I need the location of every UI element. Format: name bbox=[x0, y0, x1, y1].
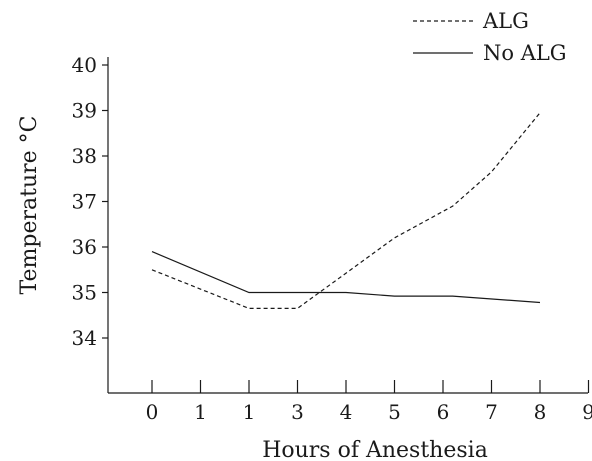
x-tick-label: 4 bbox=[340, 400, 353, 424]
x-tick-label: 1 bbox=[194, 400, 207, 424]
legend-label-no-alg: No ALG bbox=[483, 41, 567, 65]
y-tick-label: 37 bbox=[72, 190, 97, 214]
x-ticks: 0 1 1 3 4 5 6 7 8 9 bbox=[146, 380, 592, 424]
y-axis-title: Temperature °C bbox=[17, 116, 42, 295]
x-tick-label: 3 bbox=[291, 400, 304, 424]
x-tick-label: 0 bbox=[146, 400, 159, 424]
x-tick-label: 6 bbox=[437, 400, 450, 424]
x-tick-label: 7 bbox=[485, 400, 498, 424]
y-tick-label: 39 bbox=[72, 99, 97, 123]
y-tick-label: 36 bbox=[72, 235, 97, 259]
series-line-no-alg bbox=[151, 251, 541, 304]
legend: ALG No ALG bbox=[413, 9, 567, 65]
y-tick-label: 35 bbox=[72, 281, 97, 305]
series-line-alg bbox=[151, 112, 541, 309]
series-layer bbox=[151, 112, 541, 309]
y-ticks: 34 35 36 37 38 39 40 bbox=[72, 53, 108, 350]
y-tick-label: 40 bbox=[72, 53, 97, 77]
legend-label-alg: ALG bbox=[482, 9, 529, 33]
y-tick-label: 34 bbox=[72, 326, 97, 350]
x-tick-label: 9 bbox=[582, 400, 592, 424]
x-tick-label: 8 bbox=[534, 400, 547, 424]
x-tick-label: 5 bbox=[388, 400, 401, 424]
x-tick-label: 1 bbox=[243, 400, 256, 424]
y-tick-label: 38 bbox=[72, 144, 97, 168]
x-axis-title: Hours of Anesthesia bbox=[262, 438, 488, 461]
